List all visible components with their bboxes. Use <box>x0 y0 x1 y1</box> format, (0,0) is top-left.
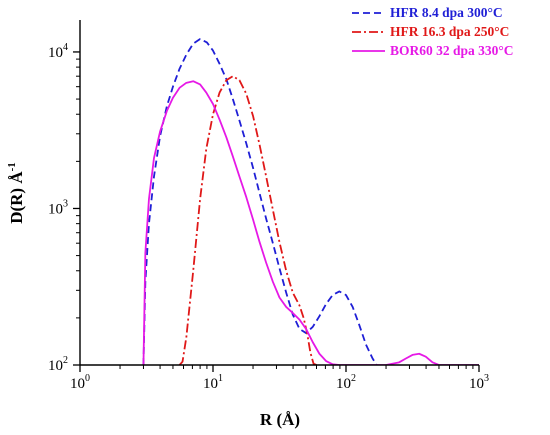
legend-label-2: HFR 16.3 dpa 250°C <box>390 24 509 39</box>
x-tick-label-base: 10 <box>70 376 85 392</box>
x-tick-label-exp: 2 <box>351 373 356 384</box>
x-tick-label-exp: 0 <box>85 373 90 384</box>
x-axis-title: R (Å) <box>260 410 300 429</box>
y-axis-title-sup: -1 <box>6 162 18 171</box>
ticks-layer <box>73 51 480 372</box>
series-line-3 <box>142 80 479 365</box>
x-tick-label: 103 <box>469 373 489 392</box>
series-line-1 <box>142 38 378 365</box>
y-axis-title: D(R) Å-1 <box>6 162 26 224</box>
legend: HFR 8.4 dpa 300°C HFR 16.3 dpa 250°C BOR60… <box>352 5 514 58</box>
y-tick-label-exp: 3 <box>63 198 68 209</box>
x-tick-label: 101 <box>203 373 223 392</box>
series-layer <box>142 38 479 365</box>
x-tick-label: 102 <box>336 373 356 392</box>
y-tick-label-base: 10 <box>48 45 63 61</box>
legend-label-3: BOR60 32 dpa 330°C <box>390 43 514 58</box>
x-tick-label: 100 <box>70 373 90 392</box>
y-tick-label: 102 <box>48 355 68 374</box>
y-tick-label: 103 <box>48 198 68 217</box>
axes-layer <box>79 20 479 366</box>
y-tick-label-exp: 4 <box>63 42 68 53</box>
x-tick-label-exp: 3 <box>484 373 489 384</box>
y-tick-label-exp: 2 <box>63 355 68 366</box>
x-tick-label-base: 10 <box>203 376 218 392</box>
y-tick-label-base: 10 <box>48 358 63 374</box>
x-tick-label-base: 10 <box>469 376 484 392</box>
y-tick-label-base: 10 <box>48 201 63 217</box>
y-axis-title-main: D(R) Å <box>7 171 26 224</box>
y-tick-label: 104 <box>48 42 68 61</box>
x-tick-label-exp: 1 <box>218 373 223 384</box>
series-line-2 <box>178 75 317 365</box>
x-tick-label-base: 10 <box>336 376 351 392</box>
legend-label-1: HFR 8.4 dpa 300°C <box>390 5 503 20</box>
